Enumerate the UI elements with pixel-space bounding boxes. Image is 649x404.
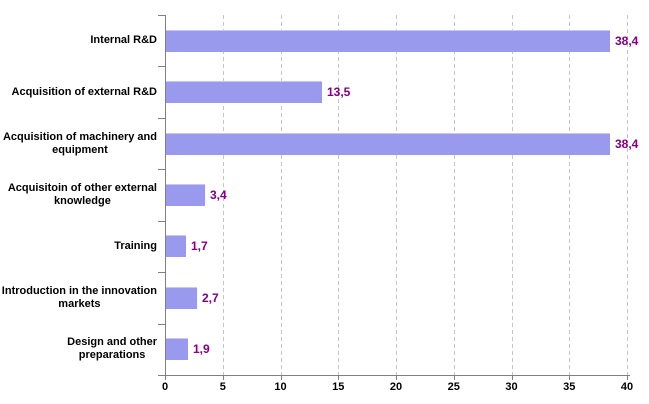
value-label: 38,4 [615, 34, 639, 48]
category-label: Introduction in the innovation markets [1, 284, 157, 310]
category-label: Design and other preparations [67, 336, 157, 362]
x-axis-tick-label: 15 [332, 381, 345, 393]
value-label: 2,7 [202, 291, 219, 305]
x-axis-tick [280, 376, 282, 380]
x-axis-tick-label: 20 [389, 381, 403, 393]
bar [166, 30, 610, 52]
gridline [569, 15, 571, 375]
y-axis-tick [158, 221, 165, 222]
x-axis-line [158, 375, 630, 376]
bar [166, 235, 186, 257]
gridline [453, 15, 455, 375]
bar [166, 287, 197, 309]
category-label: Internal R&D [90, 34, 157, 47]
x-axis-tick [627, 376, 628, 380]
x-axis-tick [453, 376, 455, 380]
y-axis-tick [158, 324, 165, 325]
x-axis-tick [165, 376, 166, 380]
y-axis-tick [158, 375, 165, 376]
x-axis-tick [396, 376, 397, 380]
value-label: 13,5 [327, 85, 351, 99]
x-axis-tick [511, 376, 513, 380]
gridline [627, 15, 628, 375]
x-axis-tick [569, 376, 571, 380]
value-label: 3,4 [210, 188, 227, 202]
value-label: 1,7 [191, 239, 208, 253]
gridline [222, 15, 224, 375]
x-axis-tick-label: 35 [563, 381, 576, 393]
x-axis-tick-label: 0 [161, 381, 169, 393]
bar [166, 133, 610, 155]
x-axis-tick-label: 40 [620, 381, 634, 393]
y-axis-tick [158, 272, 165, 273]
bar [166, 338, 188, 360]
y-axis-tick [158, 15, 165, 16]
category-label: Acquisition of external R&D [11, 85, 157, 98]
gridline [280, 15, 282, 375]
x-axis-tick [338, 376, 340, 380]
category-label: Training [114, 239, 157, 252]
value-label: 38,4 [615, 137, 639, 151]
category-label: Acquisition of machinery and equipment [2, 130, 157, 156]
gridline [396, 15, 397, 375]
x-axis-tick-label: 25 [447, 381, 460, 393]
value-label: 1,9 [193, 342, 210, 356]
gridline [338, 15, 340, 375]
bar [166, 81, 322, 103]
x-axis-tick-label: 10 [274, 381, 287, 393]
y-axis-tick [158, 66, 165, 67]
y-axis-tick [158, 118, 165, 119]
x-axis-tick [222, 376, 224, 380]
y-axis-tick [158, 169, 165, 170]
x-axis-tick-label: 30 [505, 381, 518, 393]
x-axis-tick-label: 5 [219, 381, 226, 393]
bar [166, 184, 205, 206]
y-axis-line [165, 15, 166, 376]
category-label: Acquisitoin of other external knowledge [7, 181, 157, 207]
gridline [511, 15, 513, 375]
